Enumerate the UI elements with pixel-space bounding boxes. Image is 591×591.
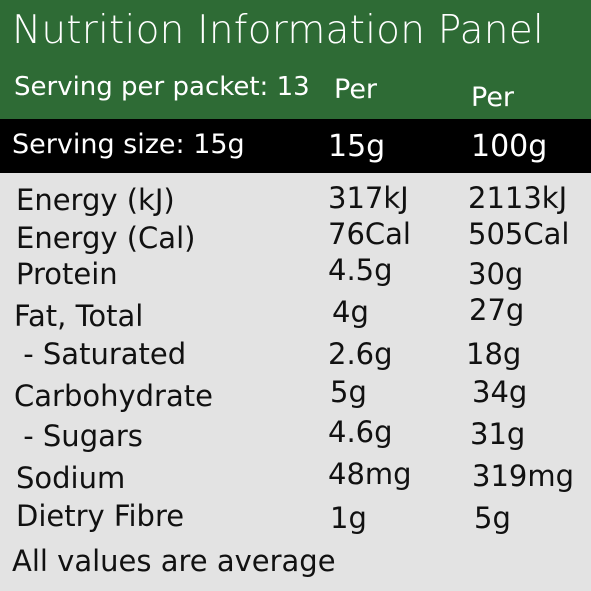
nutrient-label: - Saturated bbox=[14, 337, 187, 371]
nutrient-label: Protein bbox=[16, 257, 118, 291]
nutrient-label: Sodium bbox=[16, 461, 126, 495]
table-row: Dietry Fibre 1g 5g bbox=[0, 496, 591, 536]
nutrient-label: Energy (kJ) bbox=[16, 183, 175, 217]
per-100g-value: 31g bbox=[470, 417, 526, 451]
table-row: Fat, Total 4g 27g bbox=[0, 293, 591, 336]
table-row: - Sugars 4.6g 31g bbox=[0, 415, 591, 456]
table-row: Energy (Cal) 76Cal 505Cal bbox=[0, 214, 591, 255]
per-100g-value: 30g bbox=[468, 257, 524, 291]
serving-size-bar: Serving size: 15g 15g 100g bbox=[0, 119, 591, 173]
serving-per-packet: Serving per packet: 13 bbox=[14, 72, 310, 102]
per-serving-value: 1g bbox=[330, 501, 367, 535]
nutrient-label: Energy (Cal) bbox=[16, 221, 196, 255]
per-serving-value: 4g bbox=[332, 295, 369, 329]
per-100g-value: 34g bbox=[472, 375, 528, 409]
nutrient-label: Dietry Fibre bbox=[16, 499, 185, 533]
per-serving-value: 48mg bbox=[328, 457, 412, 491]
per-serving-value: 317kJ bbox=[328, 181, 409, 215]
per-serving-value: 4.5g bbox=[328, 253, 393, 287]
per-serving-value: 4.6g bbox=[328, 415, 393, 449]
footer-note: All values are average bbox=[12, 544, 336, 578]
serving-size-label: Serving size: 15g bbox=[12, 129, 245, 160]
table-row: Carbohydrate 5g 34g bbox=[0, 375, 591, 416]
table-row: - Saturated 2.6g 18g bbox=[0, 334, 591, 374]
nutrient-label: Carbohydrate bbox=[14, 379, 213, 413]
per-100g-value: 5g bbox=[474, 501, 511, 535]
per-serving-value: 76Cal bbox=[328, 217, 411, 251]
per-serving-value: 5g bbox=[330, 375, 367, 409]
panel-title: Nutrition Information Panel bbox=[12, 8, 544, 53]
per-serving-value: 2.6g bbox=[328, 337, 393, 371]
table-row: Protein 4.5g 30g bbox=[0, 253, 591, 294]
nutrient-label: Fat, Total bbox=[14, 299, 144, 333]
per-100g-value: 27g bbox=[469, 293, 525, 327]
nutrient-label: - Sugars bbox=[14, 419, 143, 453]
per-100g-value: 2113kJ bbox=[468, 181, 568, 215]
table-row: Energy (kJ) 317kJ 2113kJ bbox=[0, 178, 591, 218]
per-100g-value: 319mg bbox=[472, 459, 575, 493]
per-100g-heading: Per bbox=[471, 82, 515, 113]
per-serving-heading: Per bbox=[334, 74, 378, 105]
serving-column-header: 15g bbox=[328, 129, 386, 164]
per-100g-value: 505Cal bbox=[468, 217, 570, 251]
table-row: Sodium 48mg 319mg bbox=[0, 457, 591, 498]
panel-header: Nutrition Information Panel Serving per … bbox=[0, 0, 591, 119]
per-100g-value: 18g bbox=[466, 337, 522, 371]
per-100g-column-header: 100g bbox=[471, 129, 548, 164]
